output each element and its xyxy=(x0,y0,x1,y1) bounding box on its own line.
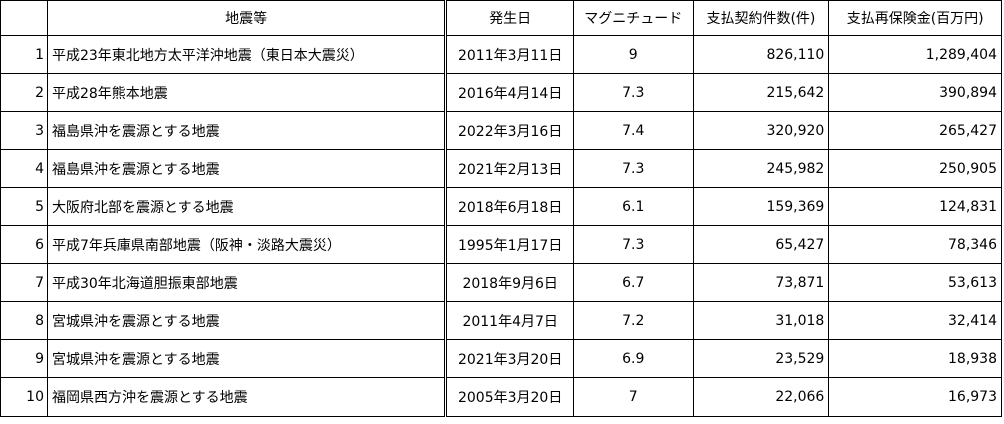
contracts-cell: 22,066 xyxy=(692,377,830,417)
table-row: 10 福岡県西方沖を震源とする地震 2005年3月20日 7 22,066 16… xyxy=(0,377,1002,417)
magnitude-cell: 7.3 xyxy=(573,225,694,264)
date-cell: 2011年4月7日 xyxy=(445,301,574,340)
contracts-cell: 159,369 xyxy=(692,187,830,226)
earthquake-name-cell: 平成30年北海道胆振東部地震 xyxy=(46,263,448,302)
date-cell: 2018年6月18日 xyxy=(445,187,574,226)
table-header-row: 地震等 発生日 マグニチュード 支払契約件数(件) 支払再保険金(百万円) xyxy=(0,0,1002,36)
earthquake-name-cell: 福島県沖を震源とする地震 xyxy=(46,111,448,150)
contracts-cell: 245,982 xyxy=(692,149,830,188)
date-cell: 1995年1月17日 xyxy=(445,225,574,264)
date-cell: 2018年9月6日 xyxy=(445,263,574,302)
payment-cell: 16,973 xyxy=(828,377,1002,417)
magnitude-cell: 7.4 xyxy=(573,111,694,150)
magnitude-cell: 6.1 xyxy=(573,187,694,226)
contracts-cell: 31,018 xyxy=(692,301,830,340)
header-payment: 支払再保険金(百万円) xyxy=(828,0,1002,36)
header-earthquake: 地震等 xyxy=(46,0,448,36)
payment-cell: 78,346 xyxy=(828,225,1002,264)
table-row: 2 平成28年熊本地震 2016年4月14日 7.3 215,642 390,8… xyxy=(0,73,1002,112)
date-cell: 2011年3月11日 xyxy=(445,35,574,74)
magnitude-cell: 6.7 xyxy=(573,263,694,302)
magnitude-cell: 7 xyxy=(573,377,694,417)
payment-cell: 390,894 xyxy=(828,73,1002,112)
earthquake-name-cell: 平成28年熊本地震 xyxy=(46,73,448,112)
date-cell: 2022年3月16日 xyxy=(445,111,574,150)
payment-cell: 265,427 xyxy=(828,111,1002,150)
rank-cell: 9 xyxy=(0,339,48,378)
contracts-cell: 215,642 xyxy=(692,73,830,112)
payment-cell: 124,831 xyxy=(828,187,1002,226)
contracts-cell: 320,920 xyxy=(692,111,830,150)
magnitude-cell: 9 xyxy=(573,35,694,74)
earthquake-name-cell: 平成7年兵庫県南部地震（阪神・淡路大震災） xyxy=(46,225,448,264)
earthquake-name-cell: 平成23年東北地方太平洋沖地震（東日本大震災） xyxy=(46,35,448,74)
magnitude-cell: 7.3 xyxy=(573,149,694,188)
payment-cell: 32,414 xyxy=(828,301,1002,340)
contracts-cell: 73,871 xyxy=(692,263,830,302)
magnitude-cell: 7.3 xyxy=(573,73,694,112)
rank-cell: 6 xyxy=(0,225,48,264)
rank-cell: 4 xyxy=(0,149,48,188)
rank-cell: 10 xyxy=(0,377,48,417)
table-row: 9 宮城県沖を震源とする地震 2021年3月20日 6.9 23,529 18,… xyxy=(0,339,1002,378)
header-rank xyxy=(0,0,48,36)
rank-cell: 8 xyxy=(0,301,48,340)
earthquake-name-cell: 福島県沖を震源とする地震 xyxy=(46,149,448,188)
date-cell: 2021年2月13日 xyxy=(445,149,574,188)
date-cell: 2016年4月14日 xyxy=(445,73,574,112)
table-row: 3 福島県沖を震源とする地震 2022年3月16日 7.4 320,920 26… xyxy=(0,111,1002,150)
table-row: 5 大阪府北部を震源とする地震 2018年6月18日 6.1 159,369 1… xyxy=(0,187,1002,226)
payment-cell: 1,289,404 xyxy=(828,35,1002,74)
magnitude-cell: 6.9 xyxy=(573,339,694,378)
earthquake-name-cell: 宮城県沖を震源とする地震 xyxy=(46,339,448,378)
table-row: 8 宮城県沖を震源とする地震 2011年4月7日 7.2 31,018 32,4… xyxy=(0,301,1002,340)
rank-cell: 1 xyxy=(0,35,48,74)
table-row: 6 平成7年兵庫県南部地震（阪神・淡路大震災） 1995年1月17日 7.3 6… xyxy=(0,225,1002,264)
earthquake-name-cell: 福岡県西方沖を震源とする地震 xyxy=(46,377,448,417)
earthquake-name-cell: 宮城県沖を震源とする地震 xyxy=(46,301,448,340)
header-date: 発生日 xyxy=(445,0,574,36)
contracts-cell: 23,529 xyxy=(692,339,830,378)
magnitude-cell: 7.2 xyxy=(573,301,694,340)
payment-cell: 53,613 xyxy=(828,263,1002,302)
rank-cell: 2 xyxy=(0,73,48,112)
contracts-cell: 826,110 xyxy=(692,35,830,74)
header-magnitude: マグニチュード xyxy=(573,0,694,36)
rank-cell: 7 xyxy=(0,263,48,302)
contracts-cell: 65,427 xyxy=(692,225,830,264)
date-cell: 2005年3月20日 xyxy=(445,377,574,417)
date-cell: 2021年3月20日 xyxy=(445,339,574,378)
payment-cell: 250,905 xyxy=(828,149,1002,188)
table-row: 7 平成30年北海道胆振東部地震 2018年9月6日 6.7 73,871 53… xyxy=(0,263,1002,302)
payment-cell: 18,938 xyxy=(828,339,1002,378)
rank-cell: 3 xyxy=(0,111,48,150)
table-row: 4 福島県沖を震源とする地震 2021年2月13日 7.3 245,982 25… xyxy=(0,149,1002,188)
earthquake-name-cell: 大阪府北部を震源とする地震 xyxy=(46,187,448,226)
table-row: 1 平成23年東北地方太平洋沖地震（東日本大震災） 2011年3月11日 9 8… xyxy=(0,35,1002,74)
rank-cell: 5 xyxy=(0,187,48,226)
header-contracts: 支払契約件数(件) xyxy=(692,0,830,36)
